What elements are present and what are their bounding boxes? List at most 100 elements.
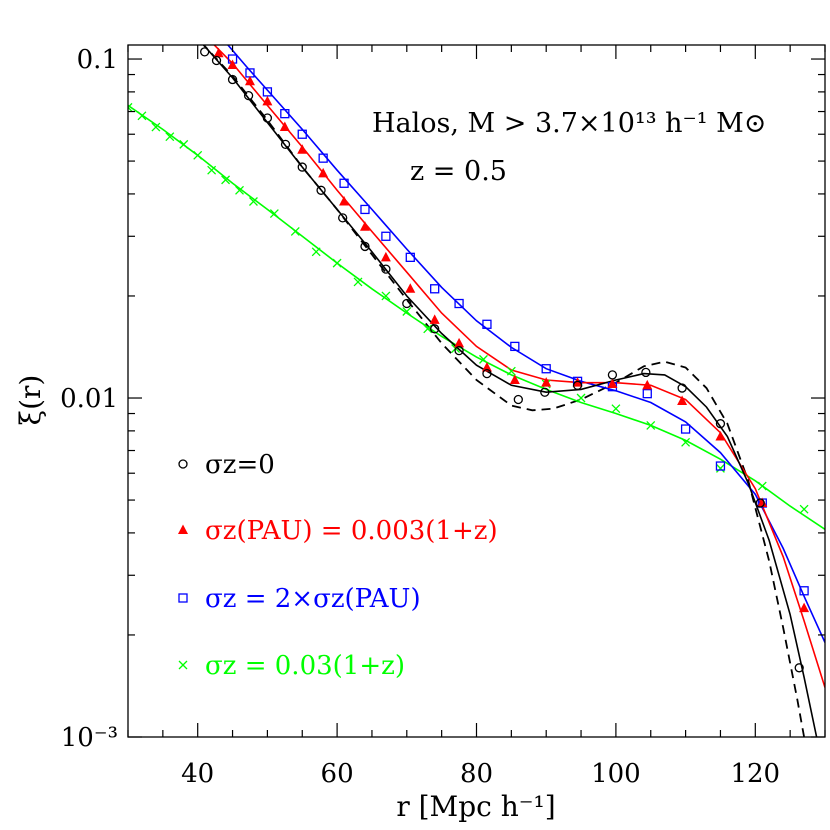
series-1-point-17	[607, 378, 618, 388]
series-2-point-9	[405, 252, 415, 262]
series-1-point-14	[509, 374, 520, 385]
series-0-point-10	[381, 264, 391, 274]
series-3-point-27	[757, 481, 767, 491]
series-3-point-24	[646, 420, 656, 430]
series-1-point-1	[227, 59, 238, 70]
legend-marker-1	[178, 524, 188, 534]
series-2-point-19	[715, 461, 726, 471]
y-axis-label: ξ(r)	[14, 375, 47, 426]
dashed-reference-curve	[202, 45, 805, 737]
series-3-point-9	[249, 197, 258, 206]
series-1-point-2	[244, 75, 255, 86]
series-0-point-7	[316, 185, 326, 195]
series-0-point-21	[715, 419, 726, 429]
x-axis-label: r [Mpc h⁻¹]	[396, 790, 555, 823]
axis-ticks	[127, 45, 826, 738]
series-2-point-17	[642, 389, 652, 399]
series-2-point-11	[454, 298, 464, 309]
series-3-point-23	[611, 404, 621, 414]
x-tick-label-4: 120	[730, 759, 780, 789]
series-3-point-12	[311, 247, 321, 257]
series-3-point-13	[332, 258, 342, 268]
x-tick-label-1: 60	[321, 759, 354, 789]
series-3-point-1	[137, 111, 147, 121]
series-3-point-2	[151, 122, 161, 132]
series-0-point-18	[607, 370, 618, 380]
legend-label-3: σz = 0.03(1+z)	[205, 651, 405, 681]
series-1-point-22	[799, 602, 810, 613]
series-2-point-4	[297, 129, 307, 139]
series-1-point-21	[757, 497, 768, 508]
tick-labels: 40 60 80 100 120 0.1 0.01 10⁻³	[60, 45, 780, 789]
series-3-point-16	[402, 307, 412, 316]
series-2-point-2	[262, 87, 273, 97]
series-2-point-18	[680, 424, 691, 434]
series-3-point-11	[290, 226, 300, 236]
x-tick-label-0: 40	[181, 759, 214, 789]
series-1-point-10	[405, 283, 416, 293]
series-0-point-14	[482, 368, 492, 379]
series-1-point-18	[642, 379, 653, 390]
series-1-point-0	[213, 47, 224, 58]
series-3-point-19	[479, 354, 488, 364]
series-0-fit-curve	[202, 45, 818, 737]
series-0-point-20	[677, 383, 687, 393]
series-1-point-19	[677, 395, 688, 405]
series-0-point-9	[360, 241, 370, 252]
legend-label-0: σz=0	[205, 450, 275, 480]
series-2-point-12	[482, 319, 492, 329]
series-3-point-10	[269, 209, 279, 219]
series-3-point-4	[179, 139, 189, 149]
series-1-fit-curve	[213, 45, 825, 688]
series-0-point-5	[280, 139, 291, 150]
series-1-point-12	[454, 337, 465, 348]
series-0-point-13	[454, 345, 464, 356]
series-0-point-15	[513, 394, 523, 405]
series-2-point-7	[360, 204, 370, 215]
series-0-point-4	[262, 113, 273, 123]
series-3-point-28	[799, 504, 809, 514]
series-0-point-12	[430, 324, 440, 334]
series-1-point-20	[715, 430, 726, 441]
annotation-line-2: z = 0.5	[410, 156, 507, 187]
series-2-point-10	[430, 284, 440, 294]
series-3-point-0	[128, 102, 133, 112]
series-3-fit-curve	[128, 104, 825, 530]
legend-marker-3	[178, 660, 188, 670]
series-1-point-3	[262, 95, 273, 106]
y-tick-label-2: 10⁻³	[61, 723, 118, 753]
series-3-point-3	[165, 132, 175, 142]
series-3-point-8	[235, 185, 244, 195]
series-3-point-15	[381, 291, 391, 301]
x-tick-label-3: 100	[591, 759, 641, 789]
series-0-point-2	[227, 74, 238, 85]
series-2-point-6	[339, 178, 349, 188]
series-0-point-3	[243, 90, 254, 101]
series-1-point-11	[429, 314, 440, 324]
legend: σz=0 σz(PAU) = 0.003(1+z) σz = 2×σz(PAU) σz…	[178, 450, 498, 681]
series-1-point-13	[481, 362, 492, 372]
series-1-point-4	[279, 121, 290, 132]
series-2-point-5	[318, 153, 328, 163]
series-2-point-13	[510, 341, 520, 352]
series-0-point-16	[540, 387, 550, 397]
series-1-point-15	[541, 377, 552, 387]
series-2-point-3	[280, 109, 290, 119]
series-0-point-22	[755, 498, 765, 508]
series-1-point-6	[318, 167, 329, 178]
series-1-point-7	[339, 195, 350, 206]
series-0-point-6	[297, 162, 307, 172]
series-0-point-17	[572, 380, 583, 390]
series-2-point-14	[541, 364, 551, 374]
series-1-point-8	[359, 221, 370, 231]
series-3-point-7	[221, 175, 231, 185]
series-3-point-5	[193, 150, 203, 160]
legend-marker-2	[178, 593, 188, 603]
series-0-point-23	[794, 663, 804, 673]
series-3-point-17	[423, 324, 433, 334]
annotation-line-1: Halos, M > 3.7×10¹³ h⁻¹ M⊙	[372, 108, 766, 139]
series-1-point-9	[380, 251, 391, 262]
y-tick-label-0: 0.1	[77, 45, 118, 75]
series-3-point-20	[506, 366, 516, 376]
